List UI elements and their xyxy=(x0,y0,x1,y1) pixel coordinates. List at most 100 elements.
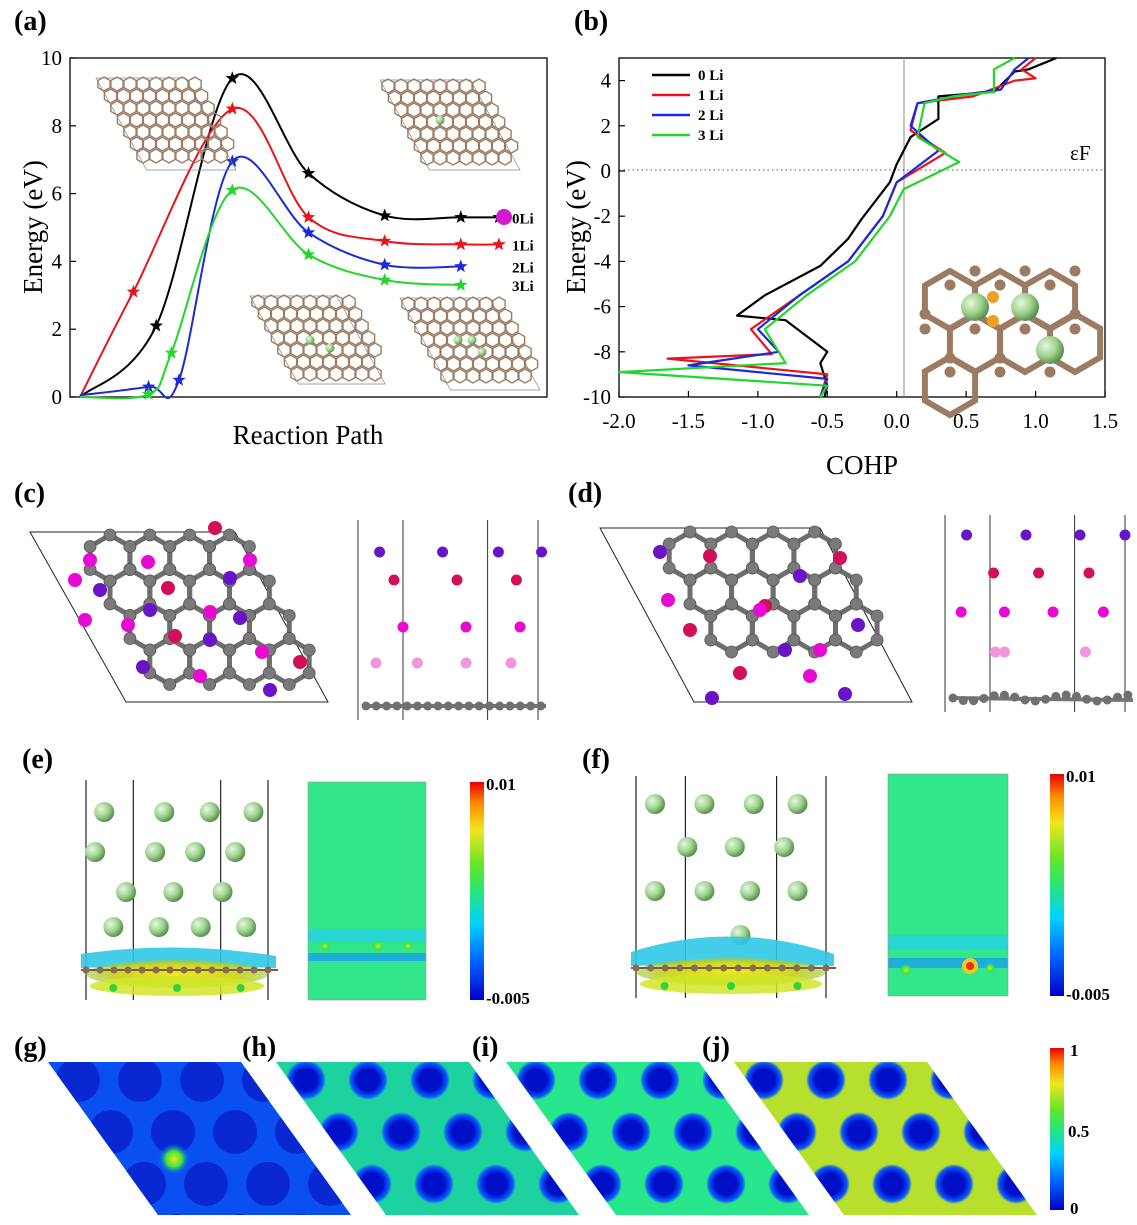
elf-hole xyxy=(275,1110,319,1154)
series-label-0Li: 0Li xyxy=(512,211,534,227)
carbon-atom xyxy=(829,609,842,623)
y-tick-label: -4 xyxy=(594,249,612,273)
elf-hole xyxy=(633,1216,673,1225)
lithium-atom xyxy=(803,669,817,683)
elf-hole xyxy=(810,1164,850,1204)
inset-structure-0li xyxy=(95,76,237,171)
series-label-2Li: 2Li xyxy=(512,260,534,276)
panel-label-g: (g) xyxy=(14,1032,47,1063)
lithium-atom xyxy=(143,603,157,617)
carbon-atom xyxy=(704,537,718,551)
carbon-atom xyxy=(999,690,1009,700)
y-tick-label: 2 xyxy=(601,114,612,138)
carbon-atom xyxy=(83,540,97,553)
y-tick-label: 4 xyxy=(601,69,612,93)
star-marker xyxy=(454,210,468,223)
lithium-atom xyxy=(778,643,792,657)
elf-hole xyxy=(213,1110,257,1154)
star-marker xyxy=(454,259,468,273)
carbon-atom xyxy=(1113,692,1123,702)
panel-f-isosurface xyxy=(631,776,836,998)
lithium-atom xyxy=(121,618,135,632)
panel-b-legend: 0 Li 1 Li 2 Li 3 Li xyxy=(652,68,723,144)
legend-label: 1 Li xyxy=(698,88,723,104)
carbon-atom xyxy=(1044,366,1056,378)
carbon-atom xyxy=(994,366,1006,378)
panel-a-frame xyxy=(69,57,548,398)
carbon-atom xyxy=(822,964,830,972)
lithium-atom xyxy=(955,606,967,618)
inset-honeycomb xyxy=(919,265,1104,419)
lithium-atom xyxy=(510,574,522,586)
lithium-atom xyxy=(236,917,257,937)
lithium-atom xyxy=(787,881,808,901)
elf-hole xyxy=(1091,1216,1131,1225)
elf-hole xyxy=(578,1062,618,1100)
x-tick-label: -0.5 xyxy=(811,409,844,433)
carbon-atom xyxy=(143,643,157,657)
star-marker xyxy=(126,284,140,298)
panels-g-to-j-elf-maps xyxy=(48,1062,1131,1225)
carbon-atom xyxy=(849,597,863,611)
elf-hole xyxy=(992,1062,1032,1100)
panel-b-x-label: COHP xyxy=(826,450,898,480)
star-marker xyxy=(378,208,392,222)
carbon-atom xyxy=(138,966,146,974)
fermi-level-label: εF xyxy=(1070,141,1091,165)
carbon-atom xyxy=(632,964,640,972)
carbon-atom xyxy=(745,537,759,551)
carbon-atom xyxy=(103,528,117,542)
lithium-atom xyxy=(740,881,760,901)
carbon-atom xyxy=(183,597,197,611)
carbon-atom xyxy=(423,701,433,711)
carbon-atom xyxy=(725,597,738,611)
carbon-atom xyxy=(103,597,117,611)
lithium-atom xyxy=(838,687,852,701)
elf-hole xyxy=(403,1214,447,1225)
carbon-atom xyxy=(870,633,884,647)
lithium-atom xyxy=(437,546,449,558)
lithium-atom xyxy=(998,606,1010,618)
y-tick-label: 6 xyxy=(52,182,63,206)
x-tick-label: 0.0 xyxy=(884,409,910,433)
star-marker xyxy=(301,247,316,261)
elf-hole xyxy=(868,1062,908,1100)
panel-b-frame xyxy=(618,57,1106,398)
carbon-atom xyxy=(443,701,453,711)
carbon-atom xyxy=(662,537,676,551)
legend-label: 0 Li xyxy=(698,68,723,84)
elf-hole xyxy=(706,1164,746,1204)
elf-hole xyxy=(180,1062,224,1102)
carbon-atom xyxy=(766,645,780,659)
elf-hole xyxy=(863,1216,903,1225)
panel-f-colorbar-min: -0.005 xyxy=(1066,985,1110,1004)
elf-hole xyxy=(801,1216,841,1225)
carbon-atom xyxy=(302,643,316,657)
lithium-atom xyxy=(305,335,315,345)
elf-hole xyxy=(781,1216,821,1225)
elf-hole xyxy=(1029,1216,1069,1225)
lithium-atom xyxy=(694,794,715,814)
y-tick-label: -10 xyxy=(583,385,611,409)
carbon-atom xyxy=(163,678,177,691)
y-tick-label: 2 xyxy=(52,317,63,341)
carbon-atom xyxy=(829,537,842,551)
panel-f-slice xyxy=(887,773,1009,997)
carbon-atom xyxy=(944,366,956,378)
lithium-atom xyxy=(190,917,211,937)
elf-hole xyxy=(806,1062,846,1100)
carbon-atom xyxy=(919,323,931,335)
elf-hole xyxy=(582,1164,622,1204)
panel-label-j: (j) xyxy=(702,1032,730,1063)
elf-hole xyxy=(934,1164,974,1204)
lithium-atom xyxy=(733,666,747,680)
x-tick-label: -1.5 xyxy=(672,409,705,433)
carbon-atom xyxy=(704,609,718,623)
carbon-atom xyxy=(704,633,718,647)
elf-hole xyxy=(677,1216,717,1225)
carbon-atom xyxy=(1082,694,1092,704)
carbon-atom xyxy=(787,537,801,551)
lithium-atom xyxy=(1020,529,1032,541)
elf-spot xyxy=(158,1143,190,1175)
carbon-atom xyxy=(1051,691,1061,701)
